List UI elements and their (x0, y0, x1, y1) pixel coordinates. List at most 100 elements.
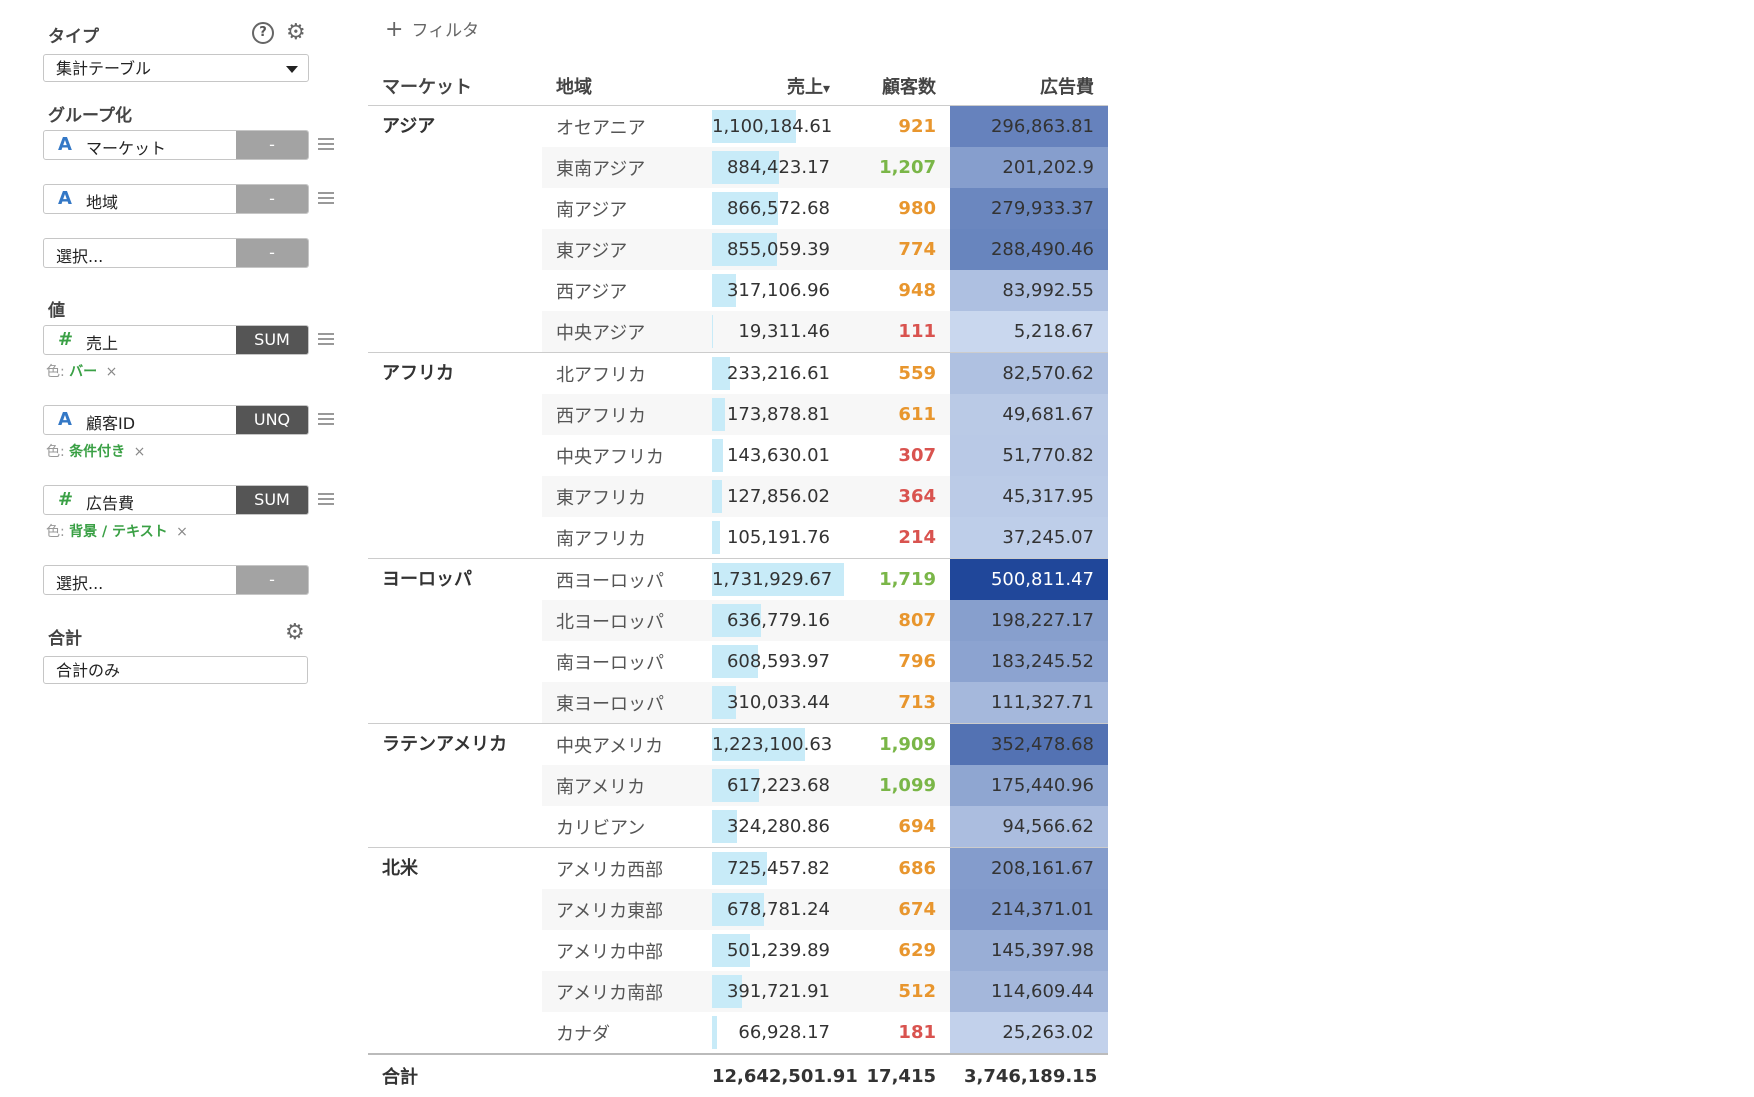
table-header-row: マーケット 地域 売上▾ 顧客数 広告費 (368, 66, 1108, 106)
sales-value: 19,311.46 (738, 321, 844, 342)
sales-cell: 105,191.76 (712, 517, 844, 559)
color-setting-ad: 色: 背景 / テキスト × (46, 521, 188, 541)
customers-cell: 214 (844, 517, 950, 559)
color-value-link[interactable]: 条件付き (69, 444, 125, 460)
drag-handle-icon[interactable] (318, 413, 334, 428)
group-select-placeholder: 選択... (56, 243, 103, 267)
help-icon[interactable]: ? (252, 22, 274, 44)
remove-color-icon[interactable]: × (134, 444, 146, 460)
group-agg-button[interactable]: - (236, 185, 308, 213)
ad-cell: 94,566.62 (950, 806, 1108, 848)
customers-cell: 796 (844, 641, 950, 682)
value-pill-label: 広告費 (86, 490, 134, 514)
total-select[interactable]: 合計のみ (43, 656, 308, 684)
value-agg-button[interactable]: SUM (236, 326, 308, 354)
chart-type-select[interactable]: 集計テーブル (43, 54, 309, 82)
value-pill-ad[interactable]: # 広告費 SUM (43, 485, 309, 515)
header-ad[interactable]: 広告費 (950, 66, 1108, 106)
drag-handle-icon[interactable] (318, 192, 334, 207)
drag-handle-icon[interactable] (318, 138, 334, 153)
value-pill-customer[interactable]: A 顧客ID UNQ (43, 405, 309, 435)
value-pill-select[interactable]: 選択... - (43, 565, 309, 595)
sales-cell: 636,779.16 (712, 600, 844, 641)
header-market[interactable]: マーケット (368, 66, 542, 106)
add-filter-button[interactable]: + フィルタ (385, 16, 479, 42)
remove-color-icon[interactable]: × (176, 524, 188, 540)
value-agg-button[interactable]: UNQ (236, 406, 308, 434)
sales-value: 1,100,184.61 (712, 116, 846, 137)
sales-value: 608,593.97 (727, 651, 844, 672)
ad-cell: 208,161.67 (950, 848, 1108, 890)
gear-icon[interactable]: ⚙ (286, 22, 306, 44)
region-cell: 東アジア (542, 229, 712, 270)
region-cell: アメリカ東部 (542, 889, 712, 930)
market-cell: アジア (368, 106, 542, 353)
value-pill-sales[interactable]: # 売上 SUM (43, 325, 309, 355)
region-cell: 北ヨーロッパ (542, 600, 712, 641)
ad-cell: 83,992.55 (950, 270, 1108, 311)
color-value-link[interactable]: バー (69, 364, 97, 380)
sales-cell: 725,457.82 (712, 848, 844, 890)
region-cell: 南アメリカ (542, 765, 712, 806)
header-region[interactable]: 地域 (542, 66, 712, 106)
total-sales-cell: 12,642,501.91 (712, 1054, 844, 1097)
color-value-link[interactable]: 背景 / テキスト (69, 524, 167, 540)
sales-value: 391,721.91 (727, 981, 844, 1002)
customers-cell: 559 (844, 353, 950, 395)
sales-value: 233,216.61 (727, 363, 844, 384)
ad-cell: 111,327.71 (950, 682, 1108, 724)
group-pill-market[interactable]: A マーケット - (43, 130, 309, 160)
region-cell: 中央アメリカ (542, 724, 712, 766)
ad-cell: 49,681.67 (950, 394, 1108, 435)
drag-handle-icon[interactable] (318, 493, 334, 508)
sales-bar (712, 1016, 717, 1049)
group-agg-button[interactable]: - (236, 131, 308, 159)
region-cell: カナダ (542, 1012, 712, 1054)
drag-handle-icon[interactable] (318, 333, 334, 348)
ad-cell: 296,863.81 (950, 106, 1108, 148)
total-select-value: 合計のみ (56, 661, 120, 680)
region-cell: 南アフリカ (542, 517, 712, 559)
customers-cell: 948 (844, 270, 950, 311)
value-agg-button[interactable]: - (236, 566, 308, 594)
sales-bar (712, 480, 722, 513)
group-pill-region[interactable]: A 地域 - (43, 184, 309, 214)
ad-cell: 45,317.95 (950, 476, 1108, 517)
customers-cell: 674 (844, 889, 950, 930)
plus-icon: + (385, 17, 403, 42)
sales-cell: 391,721.91 (712, 971, 844, 1012)
ad-cell: 114,609.44 (950, 971, 1108, 1012)
group-pill-select[interactable]: 選択... - (43, 238, 309, 268)
region-cell: 中央アジア (542, 311, 712, 353)
sales-cell: 310,033.44 (712, 682, 844, 724)
filter-label: フィルタ (411, 21, 479, 41)
region-cell: 東ヨーロッパ (542, 682, 712, 724)
customers-cell: 921 (844, 106, 950, 148)
value-agg-button[interactable]: SUM (236, 486, 308, 514)
ad-cell: 25,263.02 (950, 1012, 1108, 1054)
header-sales[interactable]: 売上▾ (712, 66, 844, 106)
customers-cell: 686 (844, 848, 950, 890)
customers-cell: 181 (844, 1012, 950, 1054)
sales-cell: 1,100,184.61 (712, 106, 844, 148)
customers-cell: 1,099 (844, 765, 950, 806)
sales-value: 310,033.44 (727, 692, 844, 713)
market-cell: ラテンアメリカ (368, 724, 542, 848)
sales-value: 725,457.82 (727, 858, 844, 879)
sales-value: 324,280.86 (727, 816, 844, 837)
customers-cell: 980 (844, 188, 950, 229)
sales-value: 66,928.17 (738, 1022, 844, 1043)
header-customers[interactable]: 顧客数 (844, 66, 950, 106)
sales-bar (712, 439, 723, 472)
sales-cell: 1,223,100.63 (712, 724, 844, 766)
value-pill-label: 顧客ID (86, 410, 135, 434)
group-pill-label: 地域 (86, 189, 118, 213)
gear-icon[interactable]: ⚙ (285, 622, 305, 644)
region-cell: 東南アジア (542, 147, 712, 188)
group-agg-button[interactable]: - (236, 239, 308, 267)
sales-cell: 66,928.17 (712, 1012, 844, 1054)
remove-color-icon[interactable]: × (106, 364, 118, 380)
sales-value: 636,779.16 (727, 610, 844, 631)
